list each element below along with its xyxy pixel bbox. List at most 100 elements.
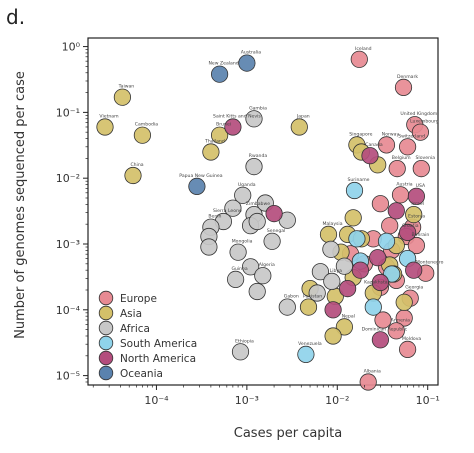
point-label: Mongolia — [232, 239, 253, 245]
point-label: Libya — [330, 268, 342, 274]
point-label: Rwanda — [249, 153, 268, 159]
point-label: Benin — [208, 214, 221, 220]
data-point-north-america — [324, 301, 342, 319]
data-point-europe — [381, 217, 399, 235]
point-label: Israel — [411, 201, 424, 207]
point-label: Sierra Leone — [213, 208, 242, 214]
point-label: Kazakhstan — [364, 280, 391, 286]
legend-label: Asia — [120, 308, 142, 320]
data-point-africa — [245, 158, 263, 176]
y-tick-label: 10⁻¹ — [56, 106, 80, 119]
data-point-asia — [113, 88, 132, 106]
point-label: Armenia — [391, 317, 410, 323]
point-label: Georgia — [405, 285, 423, 291]
point-label: Switzerland — [398, 133, 425, 139]
point-label: Dominican Republic — [362, 326, 408, 332]
point-label: Algeria — [259, 262, 275, 268]
legend-marker — [98, 335, 114, 351]
point-label: China — [130, 162, 143, 168]
axes: 10⁻⁴ 10⁻³ 10⁻² 10⁻¹ 10⁰ 10⁻¹ 10⁻² 10⁻³ 10⁻⁴ 10⁻⁵ — [56, 41, 440, 407]
data-point-north-america — [361, 147, 379, 165]
point-label: Zimbabwe — [246, 201, 270, 207]
data-point-south-america — [364, 298, 382, 316]
point-label: Albania — [364, 369, 381, 375]
data-point-africa — [224, 199, 242, 217]
data-point-africa — [231, 343, 250, 361]
data-point-europe — [407, 236, 425, 255]
point-label: Japan — [296, 114, 310, 120]
data-point-asia — [335, 318, 353, 336]
legend-label: South America — [120, 338, 197, 350]
data-point-asia — [202, 143, 220, 161]
data-point-africa — [227, 270, 245, 288]
data-point-oceania — [211, 65, 229, 83]
data-point-asia — [324, 327, 342, 345]
data-point-europe — [398, 340, 417, 358]
y-axis-title: Number of genomes sequenced per case — [13, 71, 28, 339]
point-label: United Kingdom — [400, 111, 437, 117]
data-point-africa — [245, 110, 263, 128]
point-label: Venezuela — [298, 341, 322, 347]
data-point-africa — [323, 272, 341, 290]
data-point-north-america — [265, 205, 283, 223]
legend-label: North America — [120, 353, 196, 365]
x-tick-label: 10⁻⁴ — [144, 394, 169, 407]
data-point-africa — [248, 212, 266, 231]
legend: Europe Asia Africa South America North Ameri… — [98, 290, 197, 381]
data-point-north-america — [369, 249, 387, 267]
point-label: Ethiopia — [235, 338, 254, 344]
point-label: Malaysia — [322, 221, 342, 227]
x-tick-label: 10⁻² — [325, 394, 349, 407]
data-point-africa — [242, 258, 260, 276]
legend-marker — [98, 320, 114, 336]
data-point-north-america — [371, 273, 389, 292]
point-label: Taiwan — [118, 84, 135, 90]
point-label: Belgium — [392, 155, 411, 161]
data-point-europe — [377, 136, 396, 154]
data-point-africa — [311, 263, 329, 281]
point-label: Brunei — [216, 122, 231, 128]
data-point-africa — [335, 257, 353, 275]
point-labels: Iceland Denmark United Kingdom Luxembourg Sw… — [99, 46, 443, 375]
legend-label: Africa — [120, 323, 150, 335]
data-point-north-america — [398, 223, 417, 241]
point-label: Suriname — [347, 177, 369, 183]
y-tick-label: 10⁻⁴ — [56, 304, 81, 317]
data-point-asia — [96, 118, 114, 136]
data-point-africa — [322, 240, 340, 258]
data-point-south-america — [377, 232, 396, 250]
data-point-north-america — [387, 202, 405, 220]
data-point-africa — [234, 186, 252, 204]
data-point-asia — [319, 225, 338, 243]
point-label: Uganda — [238, 182, 256, 188]
legend-label: Europe — [120, 293, 157, 305]
point-label: Cambodia — [135, 122, 158, 128]
point-label: Gabon — [284, 294, 299, 300]
point-label: Australia — [241, 50, 262, 56]
data-point-africa — [248, 282, 266, 301]
data-point-asia — [211, 126, 229, 144]
data-point-europe — [374, 311, 392, 329]
data-point-africa — [200, 238, 218, 256]
panel-label: d. — [6, 5, 25, 29]
point-label: Montenegro — [416, 260, 444, 266]
point-label: Saint Kitts and Nevis — [213, 114, 261, 120]
data-point-europe — [388, 160, 406, 178]
point-label: Pakistan — [303, 294, 322, 300]
data-point-oceania — [188, 177, 206, 195]
data-point-africa — [254, 267, 272, 285]
legend-marker — [98, 305, 114, 321]
data-points — [96, 50, 435, 391]
data-point-asia — [299, 298, 318, 316]
point-label: Estonia — [408, 214, 425, 220]
data-point-europe — [398, 138, 417, 156]
point-label: Papua New Guinea — [179, 173, 222, 179]
data-point-south-america — [348, 230, 366, 248]
point-label: Nepal — [342, 313, 355, 319]
point-label: Norway — [382, 131, 400, 137]
data-point-north-america — [371, 331, 389, 349]
data-point-asia — [395, 293, 413, 311]
x-axis-title: Cases per capita — [234, 426, 343, 441]
data-point-asia — [133, 126, 151, 144]
